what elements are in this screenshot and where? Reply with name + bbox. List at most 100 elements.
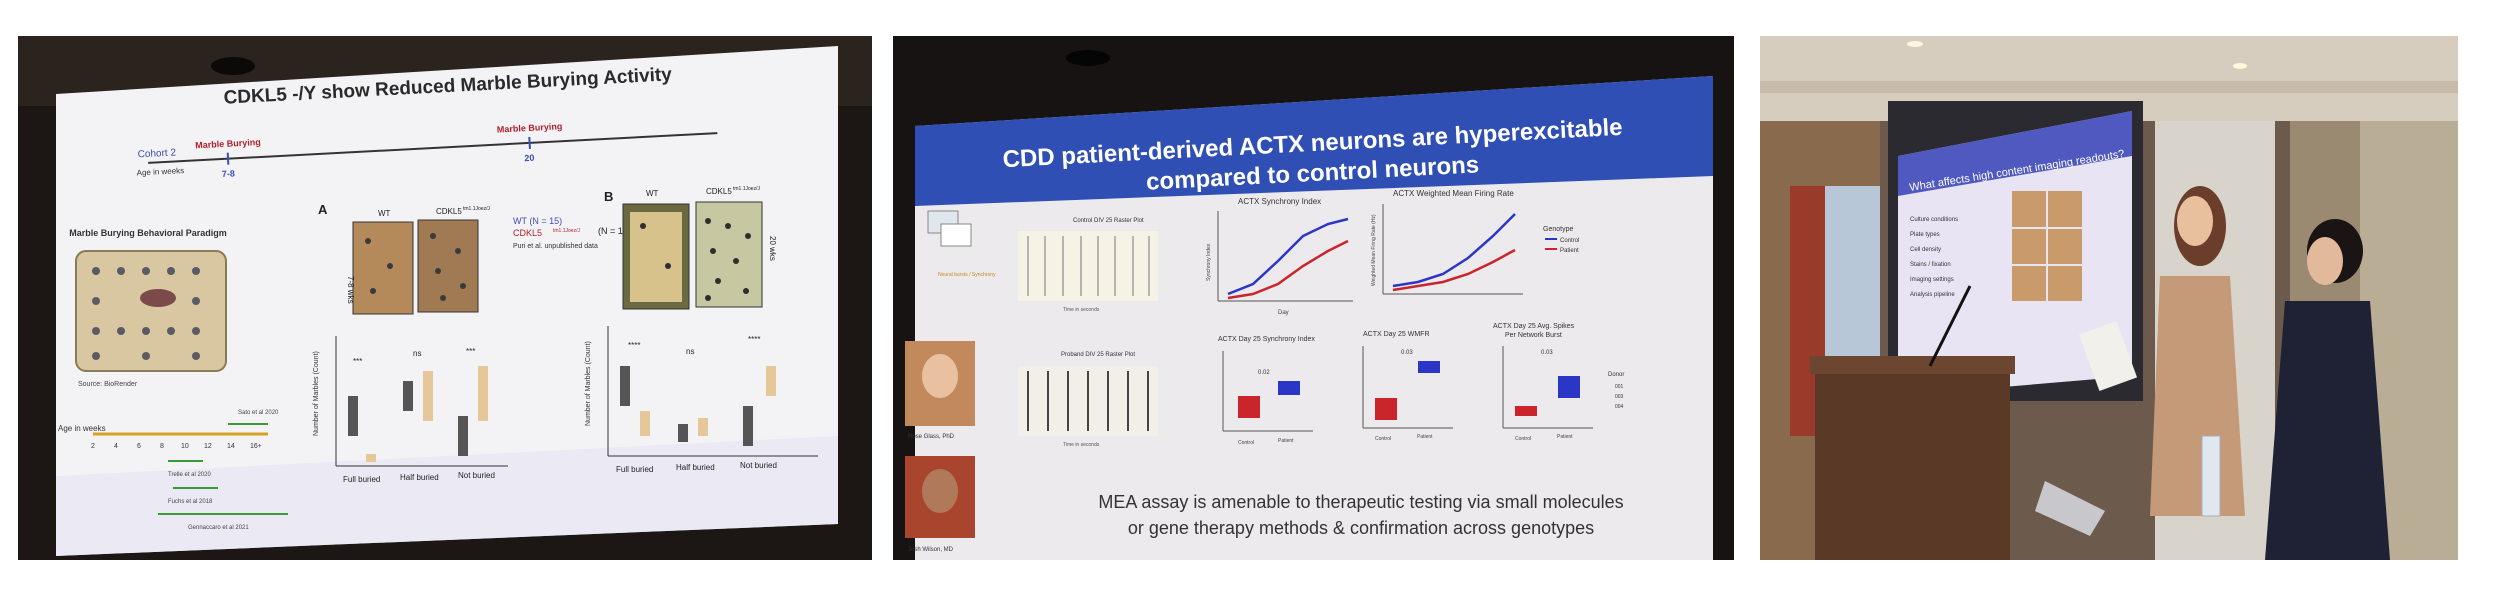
svg-text:Control: Control bbox=[1375, 436, 1391, 442]
footer-line1: MEA assay is amenable to therapeutic tes… bbox=[1098, 492, 1623, 512]
svg-text:10: 10 bbox=[181, 443, 189, 450]
svg-text:****: **** bbox=[628, 341, 640, 350]
svg-text:Fuchs et al 2018: Fuchs et al 2018 bbox=[168, 499, 213, 505]
a-wt-label: WT bbox=[378, 209, 391, 218]
presenters-svg: What affects high content imaging readou… bbox=[1760, 36, 2458, 560]
wks-a: 7-8 wks bbox=[346, 276, 355, 304]
legend-control: Control bbox=[1560, 238, 1579, 244]
box1-control bbox=[1238, 396, 1260, 418]
box2-control bbox=[1375, 398, 1397, 420]
photo-marble-burying-slide: CDKL5 -/Y show Reduced Marble Burying Ac… bbox=[18, 36, 872, 560]
boxplot-a: Number of Marbles (Count) *** ns *** Ful… bbox=[313, 336, 508, 484]
n-ko: CDKL5 bbox=[513, 228, 542, 238]
svg-text:001: 001 bbox=[1615, 384, 1624, 390]
box3-title-line1: ACTX Day 25 Avg. Spikes bbox=[1493, 323, 1575, 330]
projected-bullets: Culture conditions Plate types Cell dens… bbox=[1910, 217, 1958, 298]
svg-text:Trelle et al 2020: Trelle et al 2020 bbox=[168, 472, 211, 478]
raster1-title: Control DIV 25 Raster Plot bbox=[1073, 218, 1144, 224]
svg-text:Time in seconds: Time in seconds bbox=[1063, 307, 1100, 313]
svg-text:Not buried: Not buried bbox=[458, 471, 495, 480]
svg-text:***: *** bbox=[353, 357, 362, 366]
ceiling-light bbox=[1066, 50, 1110, 66]
footer-line2: or gene therapy methods & confirmation a… bbox=[1128, 518, 1594, 538]
svg-text:Sato et al 2020: Sato et al 2020 bbox=[238, 410, 279, 416]
unpublished-note: Puri et al. unpublished data bbox=[513, 243, 598, 250]
marker1-label: Marble Burying bbox=[195, 137, 261, 150]
chart2-control-line bbox=[1392, 213, 1516, 288]
svg-text:Weighted Mean Firing Rate (Hz): Weighted Mean Firing Rate (Hz) bbox=[1371, 214, 1377, 286]
laptop bbox=[2035, 481, 2105, 536]
chart1-control-line bbox=[1227, 217, 1349, 296]
podium bbox=[1815, 366, 2010, 560]
svg-text:Full buried: Full buried bbox=[343, 475, 380, 484]
box2-title: ACTX Day 25 WMFR bbox=[1363, 331, 1430, 338]
wt-cage-photo-a bbox=[352, 221, 414, 315]
box3-patient bbox=[1558, 376, 1580, 398]
person1-name: Rose Glass, PhD bbox=[908, 434, 955, 440]
svg-text:Patient: Patient bbox=[1417, 434, 1433, 440]
svg-text:Cell density: Cell density bbox=[1910, 247, 1941, 253]
svg-text:4: 4 bbox=[114, 443, 118, 450]
svg-text:Number of Marbles (Count): Number of Marbles (Count) bbox=[585, 341, 592, 426]
mouse-icon bbox=[140, 289, 176, 307]
raster-plot-control bbox=[1018, 231, 1158, 301]
chart2-title: ACTX Weighted Mean Firing Rate bbox=[1393, 189, 1514, 198]
svg-text:Analysis pipeline: Analysis pipeline bbox=[1910, 292, 1955, 298]
b-wt-label: WT bbox=[646, 189, 659, 198]
svg-text:Culture conditions: Culture conditions bbox=[1910, 217, 1958, 223]
svg-text:Day: Day bbox=[1278, 310, 1289, 316]
papers bbox=[2078, 320, 2138, 392]
photo-mea-slide: CDD patient-derived ACTX neurons are hyp… bbox=[893, 36, 1734, 560]
presenter1-cardigan bbox=[2150, 276, 2245, 516]
svg-text:Patient: Patient bbox=[1278, 438, 1294, 444]
svg-text:Patient: Patient bbox=[1557, 434, 1573, 440]
svg-text:Imaging settings: Imaging settings bbox=[1910, 277, 1954, 283]
svg-text:004: 004 bbox=[1615, 404, 1624, 410]
svg-text:Plate types: Plate types bbox=[1910, 232, 1940, 238]
svg-text:0.03: 0.03 bbox=[1541, 350, 1553, 356]
age-ticks: 2 4 6 8 10 12 14 16+ bbox=[91, 443, 262, 450]
svg-text:8: 8 bbox=[160, 443, 164, 450]
svg-text:Control: Control bbox=[1238, 440, 1254, 446]
b-ko-label: CDKL5 bbox=[706, 187, 732, 196]
chart2-patient-line bbox=[1392, 248, 1516, 292]
b-ko-superscript: tm1.1Joez/J bbox=[733, 186, 760, 192]
water-bottle bbox=[2201, 435, 2221, 517]
photo-presenters: What affects high content imaging readou… bbox=[1760, 36, 2458, 560]
svg-text:Stains / fixation: Stains / fixation bbox=[1910, 262, 1951, 268]
svg-text:Control: Control bbox=[1515, 436, 1531, 442]
svg-text:6: 6 bbox=[137, 443, 141, 450]
svg-text:ns: ns bbox=[686, 347, 694, 356]
box2-patient bbox=[1418, 361, 1440, 373]
a-ko-superscript: tm1.1Joez/J bbox=[463, 206, 490, 212]
label-a: A bbox=[318, 202, 328, 217]
donor-title: Donor bbox=[1608, 372, 1624, 378]
svg-text:Number of Marbles (Count): Number of Marbles (Count) bbox=[313, 351, 320, 436]
n-ko-superscript: tm1.1Joez/J bbox=[553, 228, 580, 234]
microphone bbox=[1928, 285, 1972, 367]
ko-cage-photo-b bbox=[695, 201, 763, 308]
presenter2-jacket bbox=[2265, 301, 2390, 560]
legend-patient: Patient bbox=[1560, 248, 1579, 254]
svg-text:003: 003 bbox=[1615, 394, 1624, 400]
person2-name: Josh Wilson, MD bbox=[908, 547, 954, 553]
svg-text:Not buried: Not buried bbox=[740, 461, 777, 470]
age-weeks-label: Age in weeks bbox=[58, 424, 106, 433]
cohort-label: Cohort 2 bbox=[137, 147, 176, 160]
svg-text:0.03: 0.03 bbox=[1401, 350, 1413, 356]
svg-text:Gennaccaro et al 2021: Gennaccaro et al 2021 bbox=[188, 525, 249, 531]
svg-text:14: 14 bbox=[227, 443, 235, 450]
svg-text:Half buried: Half buried bbox=[400, 473, 439, 482]
svg-text:Synchrony Index: Synchrony Index bbox=[1206, 243, 1212, 281]
timeline: Cohort 2 Age in weeks Marble Burying 7-8… bbox=[136, 121, 718, 179]
svg-text:0.02: 0.02 bbox=[1258, 370, 1270, 376]
marker1-value: 7-8 bbox=[222, 168, 236, 179]
a-ko-label: CDKL5 bbox=[436, 207, 462, 216]
marbles bbox=[92, 267, 200, 360]
n-wt: WT (N = 15) bbox=[513, 216, 562, 226]
box3-control bbox=[1515, 406, 1537, 416]
svg-text:Full buried: Full buried bbox=[616, 465, 653, 474]
svg-text:2: 2 bbox=[91, 443, 95, 450]
raster2-title: Proband DIV 25 Raster Plot bbox=[1061, 352, 1135, 358]
source-text: Source: BioRender bbox=[78, 381, 138, 388]
